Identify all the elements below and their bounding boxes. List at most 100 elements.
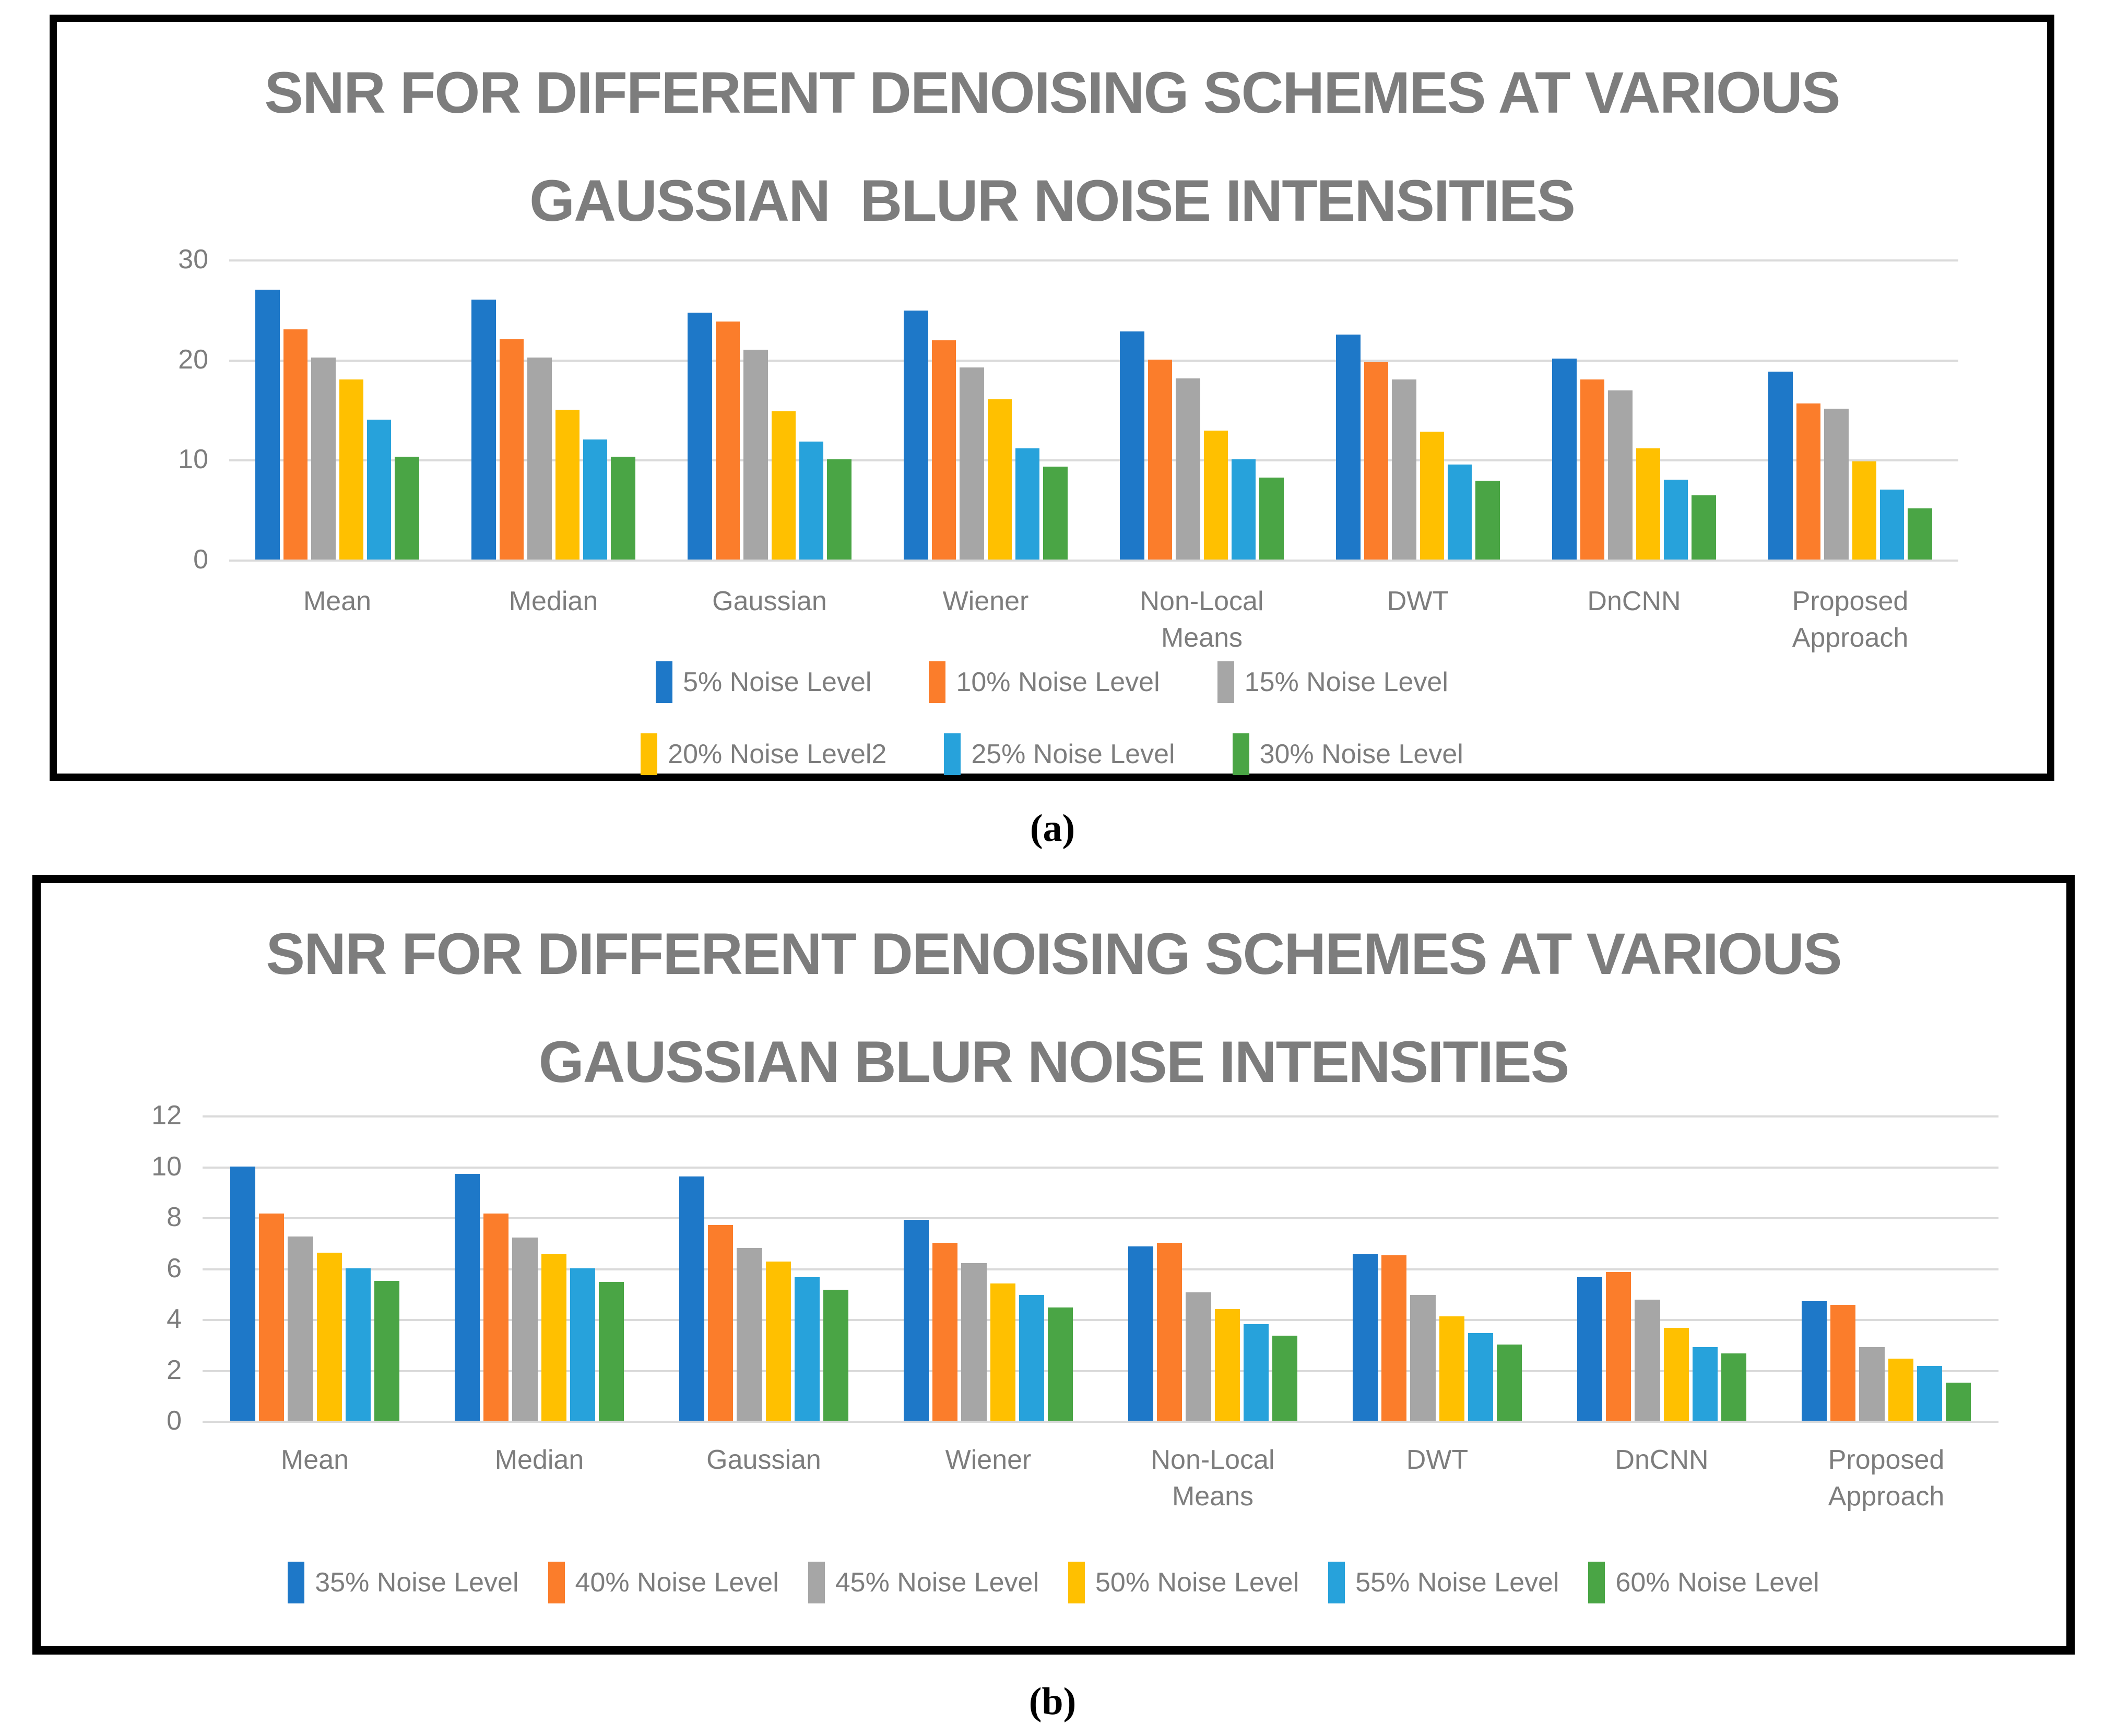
bar bbox=[288, 1236, 313, 1421]
bar bbox=[1580, 379, 1605, 560]
bar bbox=[765, 1262, 791, 1421]
bar bbox=[1879, 489, 1905, 560]
bar bbox=[1148, 359, 1173, 560]
plot-area bbox=[203, 1115, 1998, 1423]
bar-group-proposed-approach bbox=[1742, 259, 1958, 560]
bar bbox=[961, 1263, 987, 1421]
gridline bbox=[203, 1319, 1998, 1321]
bar bbox=[1364, 362, 1389, 560]
chart-panel-a: SNR FOR DIFFERENT DENOISING SCHEMES AT V… bbox=[50, 15, 2054, 781]
bar bbox=[827, 459, 852, 560]
bar bbox=[1336, 334, 1361, 560]
bar bbox=[1231, 459, 1256, 560]
y-tick-label: 2 bbox=[167, 1354, 182, 1385]
legend-swatch-icon bbox=[929, 661, 946, 703]
legend-item: 40% Noise Level bbox=[548, 1562, 779, 1603]
legend-item: 10% Noise Level bbox=[929, 661, 1160, 703]
bar-groups bbox=[203, 1115, 1998, 1421]
bar-group-dncnn bbox=[1526, 259, 1742, 560]
legend-label: 20% Noise Level2 bbox=[668, 739, 887, 769]
gridline bbox=[203, 1370, 1998, 1372]
bar bbox=[1272, 1335, 1297, 1421]
bar bbox=[743, 349, 768, 560]
chart-b-title-line-2: GAUSSIAN BLUR NOISE INTENSITIES bbox=[538, 1029, 1570, 1095]
bar bbox=[1608, 390, 1633, 560]
chart-a-title-line-2: GAUSSIAN BLUR NOISE INTENSITIES bbox=[529, 168, 1576, 233]
bar bbox=[1410, 1294, 1436, 1421]
gridline bbox=[229, 359, 1958, 362]
category-label: Non-Local Means bbox=[1151, 1445, 1275, 1512]
chart-a-inner: SNR FOR DIFFERENT DENOISING SCHEMES AT V… bbox=[57, 22, 2047, 775]
y-tick-label: 20 bbox=[178, 344, 208, 375]
bar bbox=[1439, 1316, 1464, 1421]
bar-group-non-local-means bbox=[1101, 1115, 1325, 1421]
category-label: Median bbox=[508, 586, 598, 616]
legend-label: 5% Noise Level bbox=[683, 667, 872, 697]
legend-label: 15% Noise Level bbox=[1244, 667, 1448, 697]
bar bbox=[1475, 480, 1500, 560]
bar-group-mean bbox=[229, 259, 445, 560]
bar bbox=[960, 367, 984, 560]
bar bbox=[455, 1174, 480, 1421]
gridline bbox=[203, 1115, 1998, 1117]
bar bbox=[1692, 495, 1716, 560]
legend-swatch-icon bbox=[1328, 1562, 1345, 1603]
legend-item: 60% Noise Level bbox=[1588, 1562, 1819, 1603]
bar bbox=[555, 409, 580, 560]
legend-row: 20% Noise Level2 25% Noise Level 30% Noise… bbox=[612, 733, 1492, 775]
gridline bbox=[203, 1217, 1998, 1219]
category-labels: Mean Median Gaussian Wiener Non-Local Means D… bbox=[203, 1442, 1998, 1515]
category-label: Mean bbox=[303, 586, 372, 616]
bar bbox=[366, 419, 392, 560]
bar bbox=[1043, 466, 1068, 560]
bar bbox=[1796, 403, 1821, 560]
bar bbox=[931, 340, 956, 560]
bar bbox=[688, 312, 712, 560]
panel-caption-a: (a) bbox=[1030, 807, 1075, 850]
category-label: Mean bbox=[280, 1445, 349, 1475]
legend-label: 55% Noise Level bbox=[1355, 1567, 1559, 1598]
bar bbox=[1243, 1324, 1269, 1421]
bar bbox=[987, 399, 1012, 560]
legend-swatch-icon bbox=[944, 733, 961, 775]
bar bbox=[374, 1280, 399, 1421]
bar bbox=[904, 310, 928, 560]
gridline bbox=[229, 459, 1958, 462]
bar bbox=[1606, 1271, 1631, 1421]
bar bbox=[598, 1282, 624, 1421]
y-tick-label: 0 bbox=[193, 544, 208, 575]
bar-group-dwt bbox=[1325, 1115, 1550, 1421]
chart-b-inner: SNR FOR DIFFERENT DENOISING SCHEMES AT V… bbox=[41, 883, 2066, 1646]
category-label: DnCNN bbox=[1615, 1445, 1709, 1475]
bar bbox=[255, 289, 280, 560]
legend-swatch-icon bbox=[656, 661, 673, 703]
category-label: Gaussian bbox=[712, 586, 827, 616]
bar bbox=[1768, 371, 1793, 560]
chart-b-title-line-1: SNR FOR DIFFERENT DENOISING SCHEMES AT V… bbox=[266, 921, 1842, 986]
y-axis-ticks: 30 20 10 0 bbox=[93, 246, 208, 573]
bar-group-non-local-means bbox=[1094, 259, 1310, 560]
panel-caption-b: (b) bbox=[1028, 1680, 1077, 1723]
bar bbox=[471, 299, 496, 560]
bar bbox=[1259, 477, 1284, 560]
bar bbox=[1447, 464, 1472, 560]
bar bbox=[715, 321, 740, 560]
legend-label: 60% Noise Level bbox=[1615, 1567, 1819, 1598]
legend: 35% Noise Level 40% Noise Level 45% Noise … bbox=[41, 1562, 2066, 1603]
y-axis-ticks: 12 10 8 6 4 2 0 bbox=[67, 1102, 182, 1434]
y-tick-label: 30 bbox=[178, 244, 208, 275]
bar bbox=[1157, 1242, 1182, 1421]
bar bbox=[1635, 1300, 1660, 1421]
bar bbox=[932, 1242, 958, 1421]
legend-item: 50% Noise Level bbox=[1068, 1562, 1299, 1603]
y-tick-label: 10 bbox=[151, 1151, 182, 1182]
bar bbox=[230, 1166, 256, 1421]
bar bbox=[527, 357, 552, 560]
bar bbox=[1552, 358, 1577, 560]
bar-group-wiener bbox=[876, 1115, 1101, 1421]
legend-label: 45% Noise Level bbox=[835, 1567, 1039, 1598]
legend-item: 30% Noise Level bbox=[1232, 733, 1463, 775]
y-tick-label: 12 bbox=[151, 1100, 182, 1131]
gridline bbox=[229, 560, 1958, 562]
bar bbox=[316, 1253, 342, 1421]
